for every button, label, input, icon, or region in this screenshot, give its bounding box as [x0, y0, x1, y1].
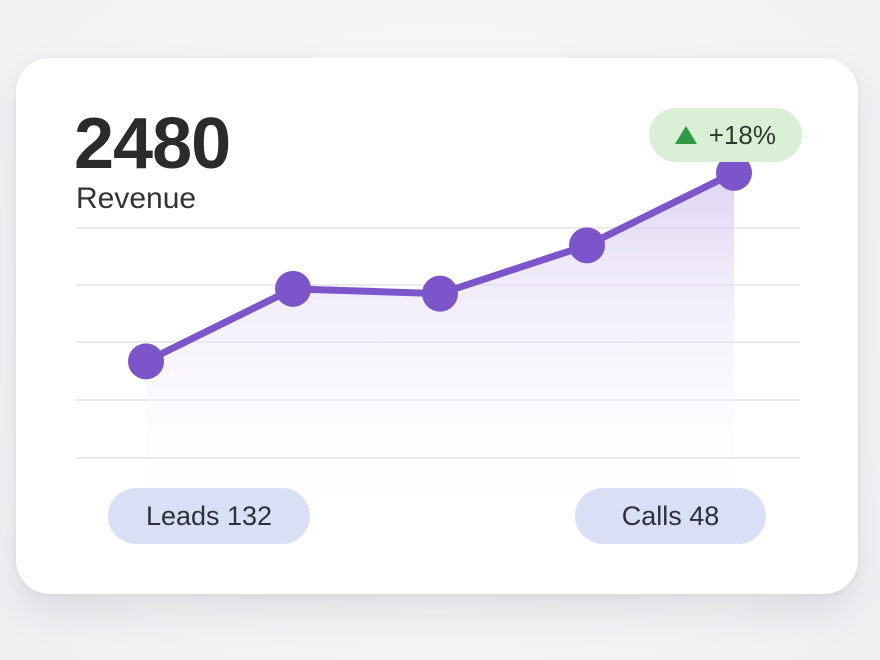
trend-badge: +18% [648, 108, 802, 162]
metric-value: 2480 [74, 104, 231, 184]
data-point-3 [422, 275, 458, 312]
data-point-2 [275, 270, 311, 307]
data-point-1 [128, 343, 164, 380]
revenue-card: 2480 Revenue +18% Leads 132 Calls 48 [16, 58, 858, 594]
data-point-5 [716, 154, 752, 191]
trend-text: +18% [708, 119, 776, 150]
calls-stat-pill: Calls 48 [575, 488, 766, 544]
metric-label: Revenue [76, 182, 197, 215]
data-points [128, 154, 752, 380]
series-area [146, 172, 734, 528]
revenue-chart [76, 154, 800, 528]
triangle-up-icon [674, 126, 697, 144]
data-point-4 [569, 227, 605, 264]
leads-stat-pill: Leads 132 [108, 488, 310, 544]
